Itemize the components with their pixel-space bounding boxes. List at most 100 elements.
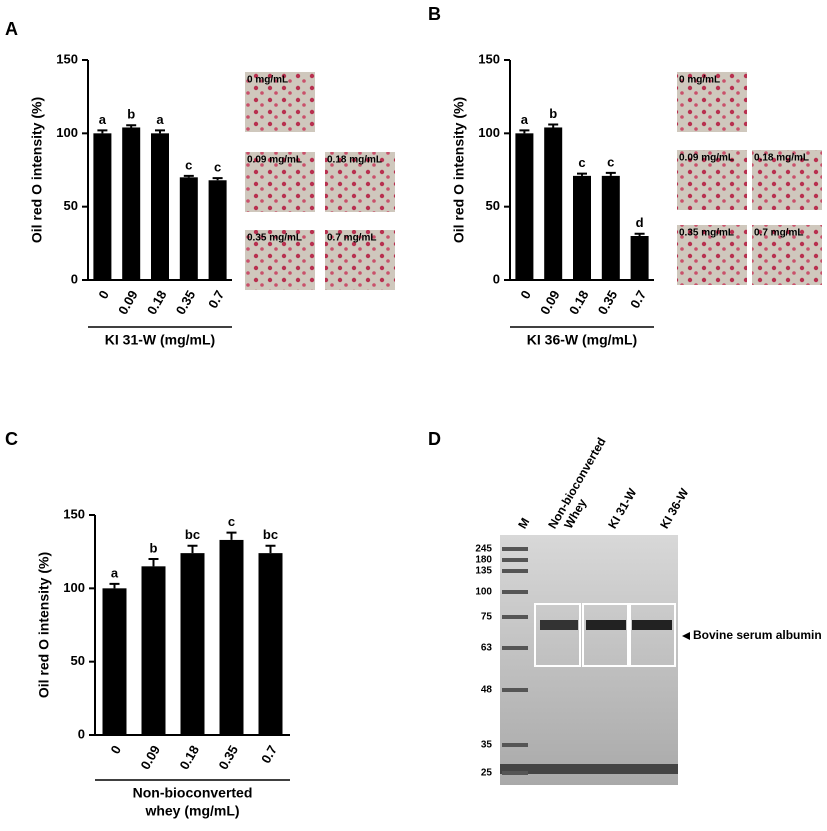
micrograph-label: 0.18 mg/mL [754,153,809,164]
micrograph [677,72,747,132]
y-tick-label: 150 [478,51,500,66]
bar [93,133,112,280]
band-label: Bovine serum albumin [693,628,822,642]
significance-letter: bc [185,527,200,542]
significance-letter: c [185,157,192,172]
marker-label: 245 [475,544,492,555]
micrograph [245,72,315,132]
significance-letter: a [111,565,119,580]
gel-band [540,620,578,630]
error-bar [548,123,559,128]
marker-label: 75 [481,612,493,623]
significance-letter: d [636,215,644,230]
micrograph-label: 0 mg/mL [247,75,288,86]
x-tick-label: 0.09 [537,288,563,317]
error-bar [265,544,276,554]
bar [208,180,227,280]
x-tick-label: 0.09 [137,743,163,772]
bar [601,175,620,280]
y-tick-label: 150 [63,506,85,521]
y-axis-label: Oil red O intensity (%) [451,97,467,243]
panel-label: C [5,429,18,449]
marker-band [502,771,528,775]
marker-label: 180 [475,555,492,566]
y-tick-label: 100 [478,125,500,140]
significance-letter: a [99,112,107,127]
marker-band [502,615,528,619]
bar [544,127,563,280]
bar [151,133,169,280]
marker-band [502,688,528,692]
error-bar [634,232,645,236]
y-tick-label: 0 [71,271,78,286]
error-bar [109,582,120,589]
error-bar [519,129,530,134]
y-axis-label: Oil red O intensity (%) [29,97,45,243]
marker-label: 35 [481,740,493,751]
micrograph [677,150,747,210]
lane-label: KI 31-W [605,485,639,531]
marker-band [502,569,528,573]
micrograph [752,150,822,210]
marker-band [502,558,528,562]
error-bar [97,129,108,134]
gel-band [632,620,672,630]
x-tick-label: 0.35 [215,743,241,772]
y-tick-label: 50 [71,653,85,668]
x-tick-label: 0.7 [205,288,227,311]
bar [180,553,205,735]
x-tick-label: 0.18 [144,288,170,317]
significance-letter: b [127,107,135,122]
significance-letter: b [150,540,158,555]
bar [219,539,244,735]
significance-letter: a [521,112,529,127]
x-tick-label: 0.18 [176,743,202,772]
error-bar [183,174,194,178]
error-bar [155,129,165,134]
micrograph [245,152,315,212]
micrograph-label: 0.7 mg/mL [754,228,803,239]
significance-letter: c [214,160,221,175]
x-tick-label: 0.09 [115,288,141,317]
x-axis-label: Non-bioconverted [133,785,253,801]
significance-letter: b [549,106,557,121]
marker-label: 48 [481,685,493,696]
micrograph-label: 0.09 mg/mL [247,155,302,166]
x-tick-label: 0 [517,288,534,302]
significance-letter: c [607,154,614,169]
highlight-box [582,603,629,667]
y-tick-label: 100 [63,580,85,595]
micrograph-label: 0 mg/mL [679,75,720,86]
bar [258,553,283,735]
marker-band [502,743,528,747]
lane-label: KI 36-W [657,485,691,531]
x-axis-label: KI 31-W (mg/mL) [105,332,215,348]
bar [630,236,649,280]
error-bar [187,544,198,554]
marker-label: 63 [481,643,493,654]
marker-band [502,547,528,551]
y-tick-label: 50 [486,198,500,213]
panel-label: D [428,429,441,449]
y-axis-label: Oil red O intensity (%) [36,552,52,698]
highlight-box [534,603,581,667]
marker-label: 135 [475,566,492,577]
chart: A 0 50 100 150 Oil red O intensity (%) a 0 b 0.09… [5,19,395,348]
significance-letter: bc [263,527,278,542]
micrograph-label: 0.09 mg/mL [679,153,734,164]
bar [122,127,141,280]
micrograph [245,230,315,290]
significance-letter: c [228,514,235,529]
x-tick-label: 0 [95,288,112,302]
bar [515,133,534,280]
micrograph [677,225,747,285]
gel-band [500,764,678,774]
lane-label: M [515,515,532,531]
x-tick-label: 0.35 [173,288,199,317]
bar [141,566,166,735]
error-bar [226,531,237,540]
marker-band [502,646,528,650]
panel-label: B [428,4,441,24]
